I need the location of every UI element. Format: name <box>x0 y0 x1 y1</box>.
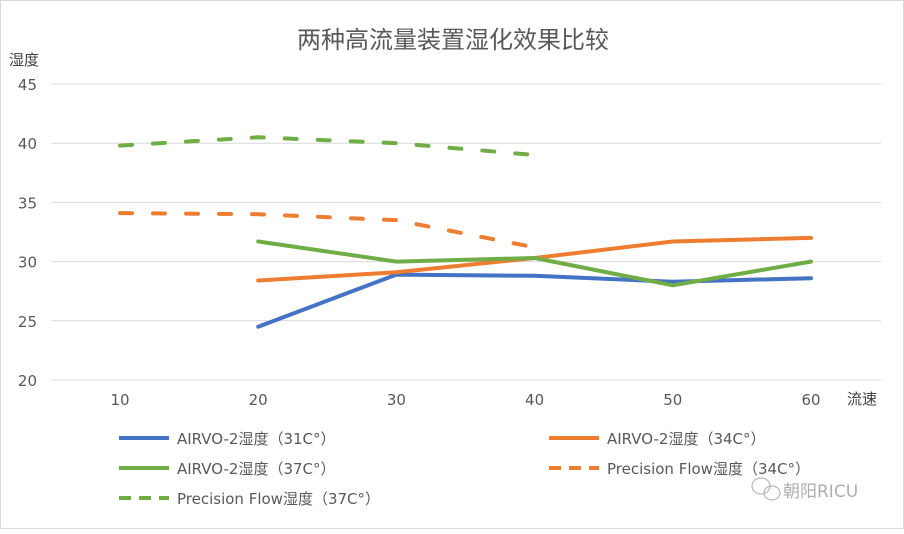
y-tick-label: 45 <box>18 76 37 94</box>
x-tick-label: 20 <box>249 391 268 409</box>
legend-item: AIRVO-2湿度（31C°） <box>119 430 336 448</box>
y-tick-label: 30 <box>18 254 37 272</box>
series-line-4 <box>120 137 535 155</box>
legend-item: AIRVO-2湿度（37C°） <box>119 460 336 478</box>
watermark-text: 朝阳RICU <box>783 482 858 502</box>
legend-item: Precision Flow湿度（34C°） <box>549 460 810 478</box>
y-tick-label: 25 <box>18 313 37 331</box>
legend-label: AIRVO-2湿度（34C°） <box>607 430 766 448</box>
x-tick-label: 10 <box>110 391 129 409</box>
legend-label: AIRVO-2湿度（37C°） <box>177 460 336 478</box>
x-tick-label: 60 <box>801 391 820 409</box>
legend-label: AIRVO-2湿度（31C°） <box>177 430 336 448</box>
legend-item: Precision Flow湿度（37C°） <box>119 490 380 508</box>
legend-item: AIRVO-2湿度（34C°） <box>549 430 766 448</box>
y-tick-label: 20 <box>18 372 37 390</box>
y-tick-label: 35 <box>18 194 37 212</box>
x-tick-label: 50 <box>663 391 682 409</box>
legend-label: Precision Flow湿度（37C°） <box>177 490 380 508</box>
legend-label: Precision Flow湿度（34C°） <box>607 460 810 478</box>
y-tick-label: 40 <box>18 135 37 153</box>
chart-title: 两种高流量装置湿化效果比较 <box>297 26 609 54</box>
watermark: 朝阳RICU <box>752 478 858 502</box>
x-tick-label: 30 <box>387 391 406 409</box>
x-tick-label: 40 <box>525 391 544 409</box>
y-axis-label: 湿度 <box>9 51 39 69</box>
wechat-icon <box>752 478 780 500</box>
series-line-3 <box>120 213 535 247</box>
x-axis-label: 流速 <box>847 390 877 408</box>
series-line-0 <box>258 275 811 327</box>
